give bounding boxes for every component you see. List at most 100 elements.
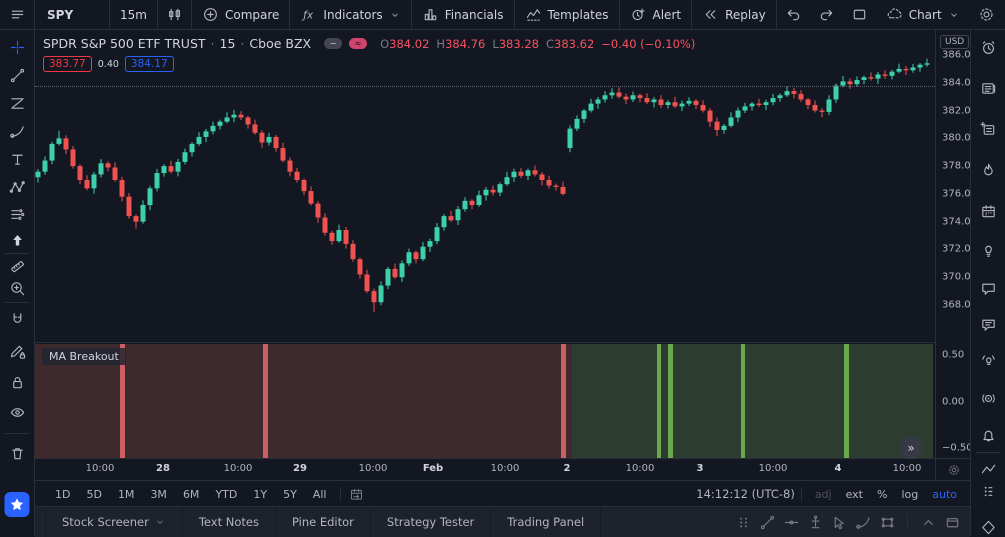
range-1m[interactable]: 1M [117,487,135,501]
layout-select-button[interactable] [843,0,876,29]
diamond-tool[interactable] [976,514,1002,536]
hamburger-icon [9,6,26,23]
tab-trading-panel[interactable]: Trading Panel [491,507,602,537]
indicator-title[interactable]: MA Breakout [42,348,126,365]
scale-toggle-ext[interactable]: ext [845,487,863,501]
bid-price-box[interactable]: 383.77 [43,56,92,72]
candlestick-chart[interactable] [35,30,935,342]
time-axis[interactable]: 10:00 28 10:00 29 10:00 Feb 10:00 2 10:00 3 10:00 4… [35,458,935,481]
crosshair-tool[interactable] [4,34,30,60]
chart-legend: SPDR S&P 500 ETF TRUST · 15 · Cboe BZX −… [43,36,695,72]
range-all[interactable]: All [312,487,327,501]
indicators-button[interactable]: ƒx Indicators [290,0,410,29]
alarm-clock-tool[interactable] [976,34,1002,60]
legend-collapse-pill[interactable]: − [324,38,343,49]
legend-source-pill[interactable]: ≈ [349,38,368,49]
indicator-signal-bull [741,344,745,459]
drag-dots-icon [735,514,752,531]
settings-button[interactable] [970,0,1003,29]
legend-interval[interactable]: 15 [219,36,236,51]
brush-button[interactable] [851,510,875,534]
save-layout-button[interactable]: Chart [876,0,970,29]
magnet-tool[interactable] [4,306,30,332]
tab-strategy-tester[interactable]: Strategy Tester [371,507,492,537]
ruler-tool[interactable] [4,253,30,279]
axis-settings-corner[interactable] [935,458,971,481]
tab-label: Stock Screener [62,515,149,529]
indicator-expand-button[interactable]: » [900,437,922,459]
range-1d[interactable]: 1D [55,487,71,501]
redo-button[interactable] [810,0,843,29]
undo-button[interactable] [777,0,810,29]
trend-line-tool[interactable] [4,62,30,88]
ask-price-box[interactable]: 384.17 [124,56,174,72]
tab-pine-editor[interactable]: Pine Editor [276,507,371,537]
hotlist-flame-tool[interactable] [976,157,1002,183]
financials-button[interactable]: Financials [412,0,514,29]
object-tree-tool[interactable] [976,456,1002,482]
data-window-tool[interactable] [976,116,1002,142]
symbol-title[interactable]: SPDR S&P 500 ETF TRUST [43,36,206,51]
xabcd-pattern-tool[interactable] [4,174,30,200]
lock-tool[interactable] [4,369,30,395]
trash-tool[interactable] [4,440,30,466]
currency-badge[interactable]: USD [940,35,970,49]
scale-toggle-percent[interactable]: % [877,487,888,501]
zoom-in-tool[interactable] [4,275,30,301]
main-menu-button[interactable] [0,0,35,29]
scale-toggle-log[interactable]: log [901,487,919,501]
range-6m[interactable]: 6M [182,487,200,501]
indicator-pane[interactable]: MA Breakout » [35,342,935,459]
bell-tool[interactable] [976,421,1002,447]
eye-hide-tool[interactable] [4,399,30,425]
long-position-button[interactable] [803,510,827,534]
text-tool-tool[interactable] [4,146,30,172]
legend-exchange[interactable]: Cboe BZX [249,36,312,51]
symbol-button[interactable]: SPY [35,0,109,29]
trend-line-button[interactable] [755,510,779,534]
clock-label[interactable]: 14:12:12 (UTC-8) [696,487,795,501]
time-tick: 10:00 [490,463,520,474]
calendar-tool[interactable] [976,198,1002,224]
scale-toggle-adj[interactable]: adj [814,487,832,501]
chevron-up-button[interactable] [916,510,940,534]
news-tool[interactable] [976,75,1002,101]
range-ytd[interactable]: YTD [215,487,238,501]
idea-bulb-tool[interactable] [976,237,1002,263]
bottom-icons-divider [907,514,908,530]
tab-text-notes[interactable]: Text Notes [183,507,276,537]
replay-button[interactable]: Replay [692,0,776,29]
qa-chat-tool[interactable] [976,311,1002,337]
arrow-cursor-button[interactable] [827,510,851,534]
data-grid-tool[interactable] [976,478,1002,504]
fib-retracement-tool[interactable] [4,90,30,116]
range-3m[interactable]: 3M [150,487,167,501]
range-1y[interactable]: 1Y [253,487,268,501]
chat-tool[interactable] [976,275,1002,301]
range-5d[interactable]: 5D [86,487,102,501]
go-to-date-button[interactable] [349,487,364,502]
arrow-up-tool[interactable] [4,227,30,253]
horizontal-line-icon [783,514,800,531]
templates-button[interactable]: Templates [515,0,619,29]
tab-stock-screener[interactable]: Stock Screener [45,507,183,537]
live-idea-tool[interactable] [976,348,1002,374]
drawing-lock-tool[interactable] [4,338,30,364]
horizontal-line-button[interactable] [779,510,803,534]
range-5y[interactable]: 5Y [283,487,297,501]
chart-style-button[interactable] [158,0,191,29]
price-scale[interactable]: USD 386.00 384.00 382.00 380.00 378.00 376.00… [935,30,977,458]
scale-toggle-auto[interactable]: auto [932,487,957,501]
brush-tool[interactable] [4,118,30,144]
drag-dots-button[interactable] [731,510,755,534]
star-favorites-button[interactable] [4,492,30,517]
streams-tool[interactable] [976,385,1002,411]
interval-button[interactable]: 15m [110,0,157,29]
price-tick: 382.00 [942,105,977,117]
forecast-tool[interactable] [4,201,30,227]
compare-button[interactable]: Compare [192,0,289,29]
chart-pane[interactable]: SPDR S&P 500 ETF TRUST · 15 · Cboe BZX −… [35,30,935,342]
alert-button[interactable]: Alert [620,0,692,29]
rectangle-button[interactable] [875,510,899,534]
window-maximize-button[interactable] [940,510,964,534]
